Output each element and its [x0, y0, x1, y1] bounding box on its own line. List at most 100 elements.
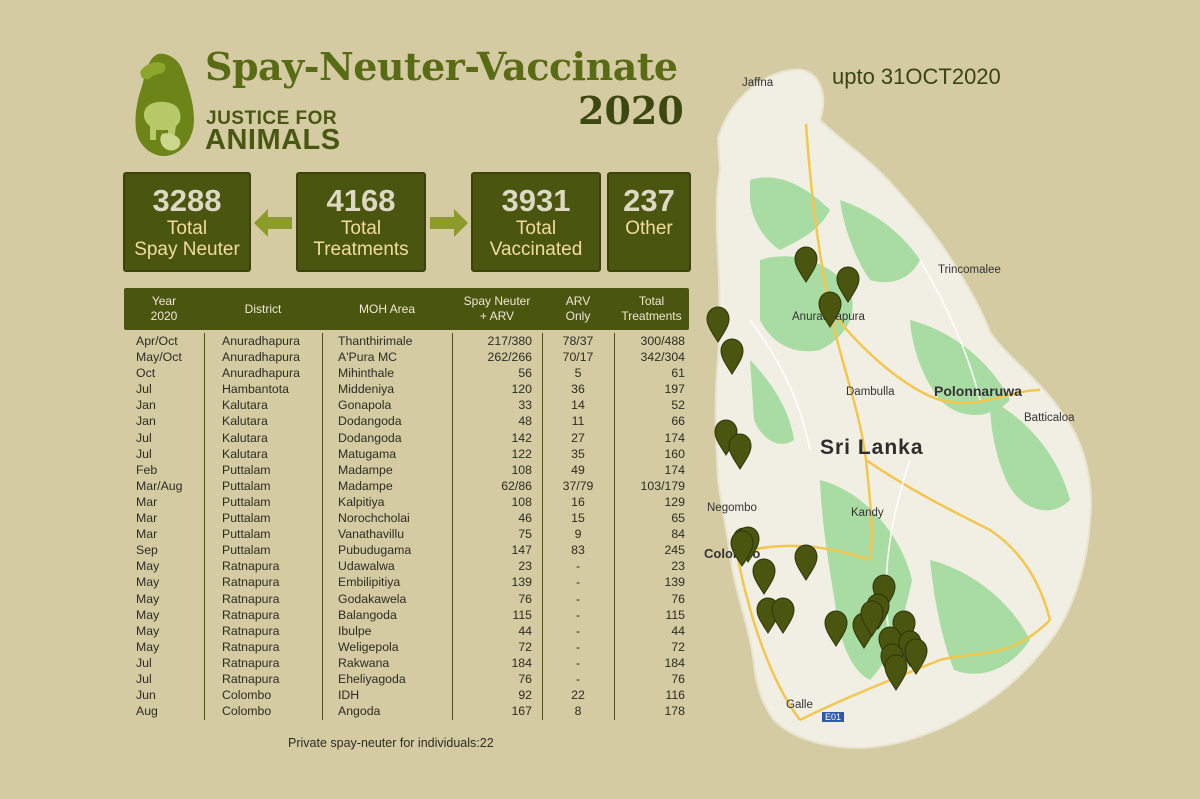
stat-label: Treatments — [313, 239, 409, 260]
table-cell: Mar/Aug — [136, 478, 183, 493]
table-cell: 65 — [671, 511, 685, 526]
table-cell: 5 — [574, 366, 582, 381]
table-row: Jul Hambantota Middeniya 120 36 197 — [124, 381, 689, 397]
table-cell: Dodangoda — [338, 430, 402, 445]
table-header: Year 2020 District MOH Area Spay Neuter + … — [124, 288, 689, 330]
table-cell: Norochcholai — [338, 511, 410, 526]
page-title: Spay-Neuter-Vaccinate — [205, 44, 678, 89]
table-cell: 27 — [571, 430, 585, 445]
table-cell: Matugama — [338, 446, 397, 461]
date-range: upto 31OCT2020 — [832, 64, 1001, 89]
table-cell: Middeniya — [338, 382, 395, 397]
table-cell: Feb — [136, 462, 158, 477]
map-label-polonnaruwa: Polonnaruwa — [934, 383, 1022, 399]
table-cell: Rakwana — [338, 655, 390, 670]
table-cell: 116 — [665, 688, 685, 703]
table-cell: May — [136, 607, 160, 622]
table-cell: 70/17 — [562, 350, 594, 365]
table-cell: 11 — [571, 414, 585, 429]
map-label-trincomalee: Trincomalee — [938, 264, 1001, 276]
table-cell: Jan — [136, 398, 156, 413]
table-cell: 36 — [571, 382, 585, 397]
map-label-jaffna: Jaffna — [742, 77, 774, 89]
table-cell: 83 — [571, 543, 585, 558]
table-row: Oct Anuradhapura Mihinthale 56 5 61 — [124, 365, 689, 381]
table-cell: 142 — [511, 430, 532, 445]
table-cell: Ratnapura — [222, 639, 280, 654]
table-cell: Godakawela — [338, 591, 407, 606]
map-pin-icon — [824, 610, 848, 647]
table-row: May Ratnapura Balangoda 115 - 115 — [124, 607, 689, 623]
table-cell: 52 — [671, 398, 685, 413]
table-cell: - — [575, 639, 581, 654]
org-name-line1: JUSTICE FOR — [206, 108, 338, 129]
island-shape — [714, 68, 1092, 750]
table-cell: Thanthirimale — [338, 334, 413, 348]
map-pin-icon — [884, 654, 908, 691]
table-cell: Aug — [136, 704, 158, 719]
table-cell: 44 — [518, 623, 532, 638]
map-pin-icon — [794, 246, 818, 283]
table-cell: 122 — [511, 446, 532, 461]
table-cell: Madampe — [338, 478, 393, 493]
page-year: 2020 — [578, 88, 684, 133]
col-header-year: Year 2020 — [150, 294, 178, 323]
table-row: May Ratnapura Udawalwa 23 - 23 — [124, 558, 689, 574]
table-cell: 129 — [664, 494, 685, 509]
table-row: Jul Ratnapura Rakwana 184 - 184 — [124, 655, 689, 671]
table-cell: 75 — [518, 527, 532, 542]
table-cell: 62/86 — [501, 478, 532, 493]
sri-lanka-map — [714, 68, 1092, 750]
map-country-label: Sri Lanka — [820, 436, 924, 459]
table-cell: Vanathavillu — [338, 527, 405, 542]
table-cell: 72 — [518, 639, 532, 654]
table-cell: 184 — [664, 655, 685, 670]
stat-label: Total — [166, 218, 208, 239]
table-cell: Madampe — [338, 462, 393, 477]
table-cell: Puttalam — [222, 462, 271, 477]
col-header-arv-only: ARV Only — [565, 294, 591, 323]
map-pin-icon — [818, 291, 842, 328]
table-cell: Mar — [136, 511, 158, 526]
map-pin-icon — [904, 638, 928, 675]
table-cell: Mar — [136, 527, 158, 542]
col-header-total-treatments: Total Treatments — [621, 294, 682, 323]
table-cell: 9 — [574, 527, 582, 542]
table-cell: 48 — [518, 414, 532, 429]
table-row: Mar Puttalam Vanathavillu 75 9 84 — [124, 526, 689, 542]
table-cell: Kalutara — [222, 398, 268, 413]
table-cell: Ratnapura — [222, 591, 280, 606]
table-cell: May — [136, 575, 160, 590]
table-cell: Kalutara — [222, 430, 268, 445]
table-cell: Eheliyagoda — [338, 671, 406, 686]
map-pin-icon — [771, 597, 795, 634]
stat-label: Spay Neuter — [134, 239, 240, 260]
table-cell: 300/488 — [640, 334, 685, 348]
table-cell: 22 — [571, 688, 585, 703]
table-row: Mar/Aug Puttalam Madampe 62/86 37/79 103/179 — [124, 478, 689, 494]
stat-label: Total — [515, 218, 557, 239]
table-cell: Balangoda — [338, 607, 397, 622]
table-cell: Puttalam — [222, 543, 271, 558]
table-cell: 72 — [671, 639, 685, 654]
justice-for-animals-logo-icon — [135, 53, 194, 157]
table-row: Sep Puttalam Pubudugama 147 83 245 — [124, 542, 689, 558]
table-cell: 108 — [511, 494, 532, 509]
table-cell: May — [136, 623, 160, 638]
table-cell: Hambantota — [222, 382, 289, 397]
table-cell: Weligepola — [338, 639, 399, 654]
stat-number: 3288 — [152, 183, 222, 218]
map-label-dambulla: Dambulla — [846, 386, 895, 398]
table-cell: 342/304 — [640, 350, 685, 365]
table-cell: Gonapola — [338, 398, 392, 413]
table-cell: 174 — [664, 462, 685, 477]
column-divider — [204, 333, 205, 720]
table-cell: 8 — [574, 704, 582, 719]
table-cell: - — [575, 623, 581, 638]
table-row: May Ratnapura Weligepola 72 - 72 — [124, 639, 689, 655]
table-cell: May — [136, 559, 160, 574]
map-pin-icon — [836, 266, 860, 303]
table-cell: 44 — [671, 623, 685, 638]
arrow-left-icon — [254, 209, 292, 237]
